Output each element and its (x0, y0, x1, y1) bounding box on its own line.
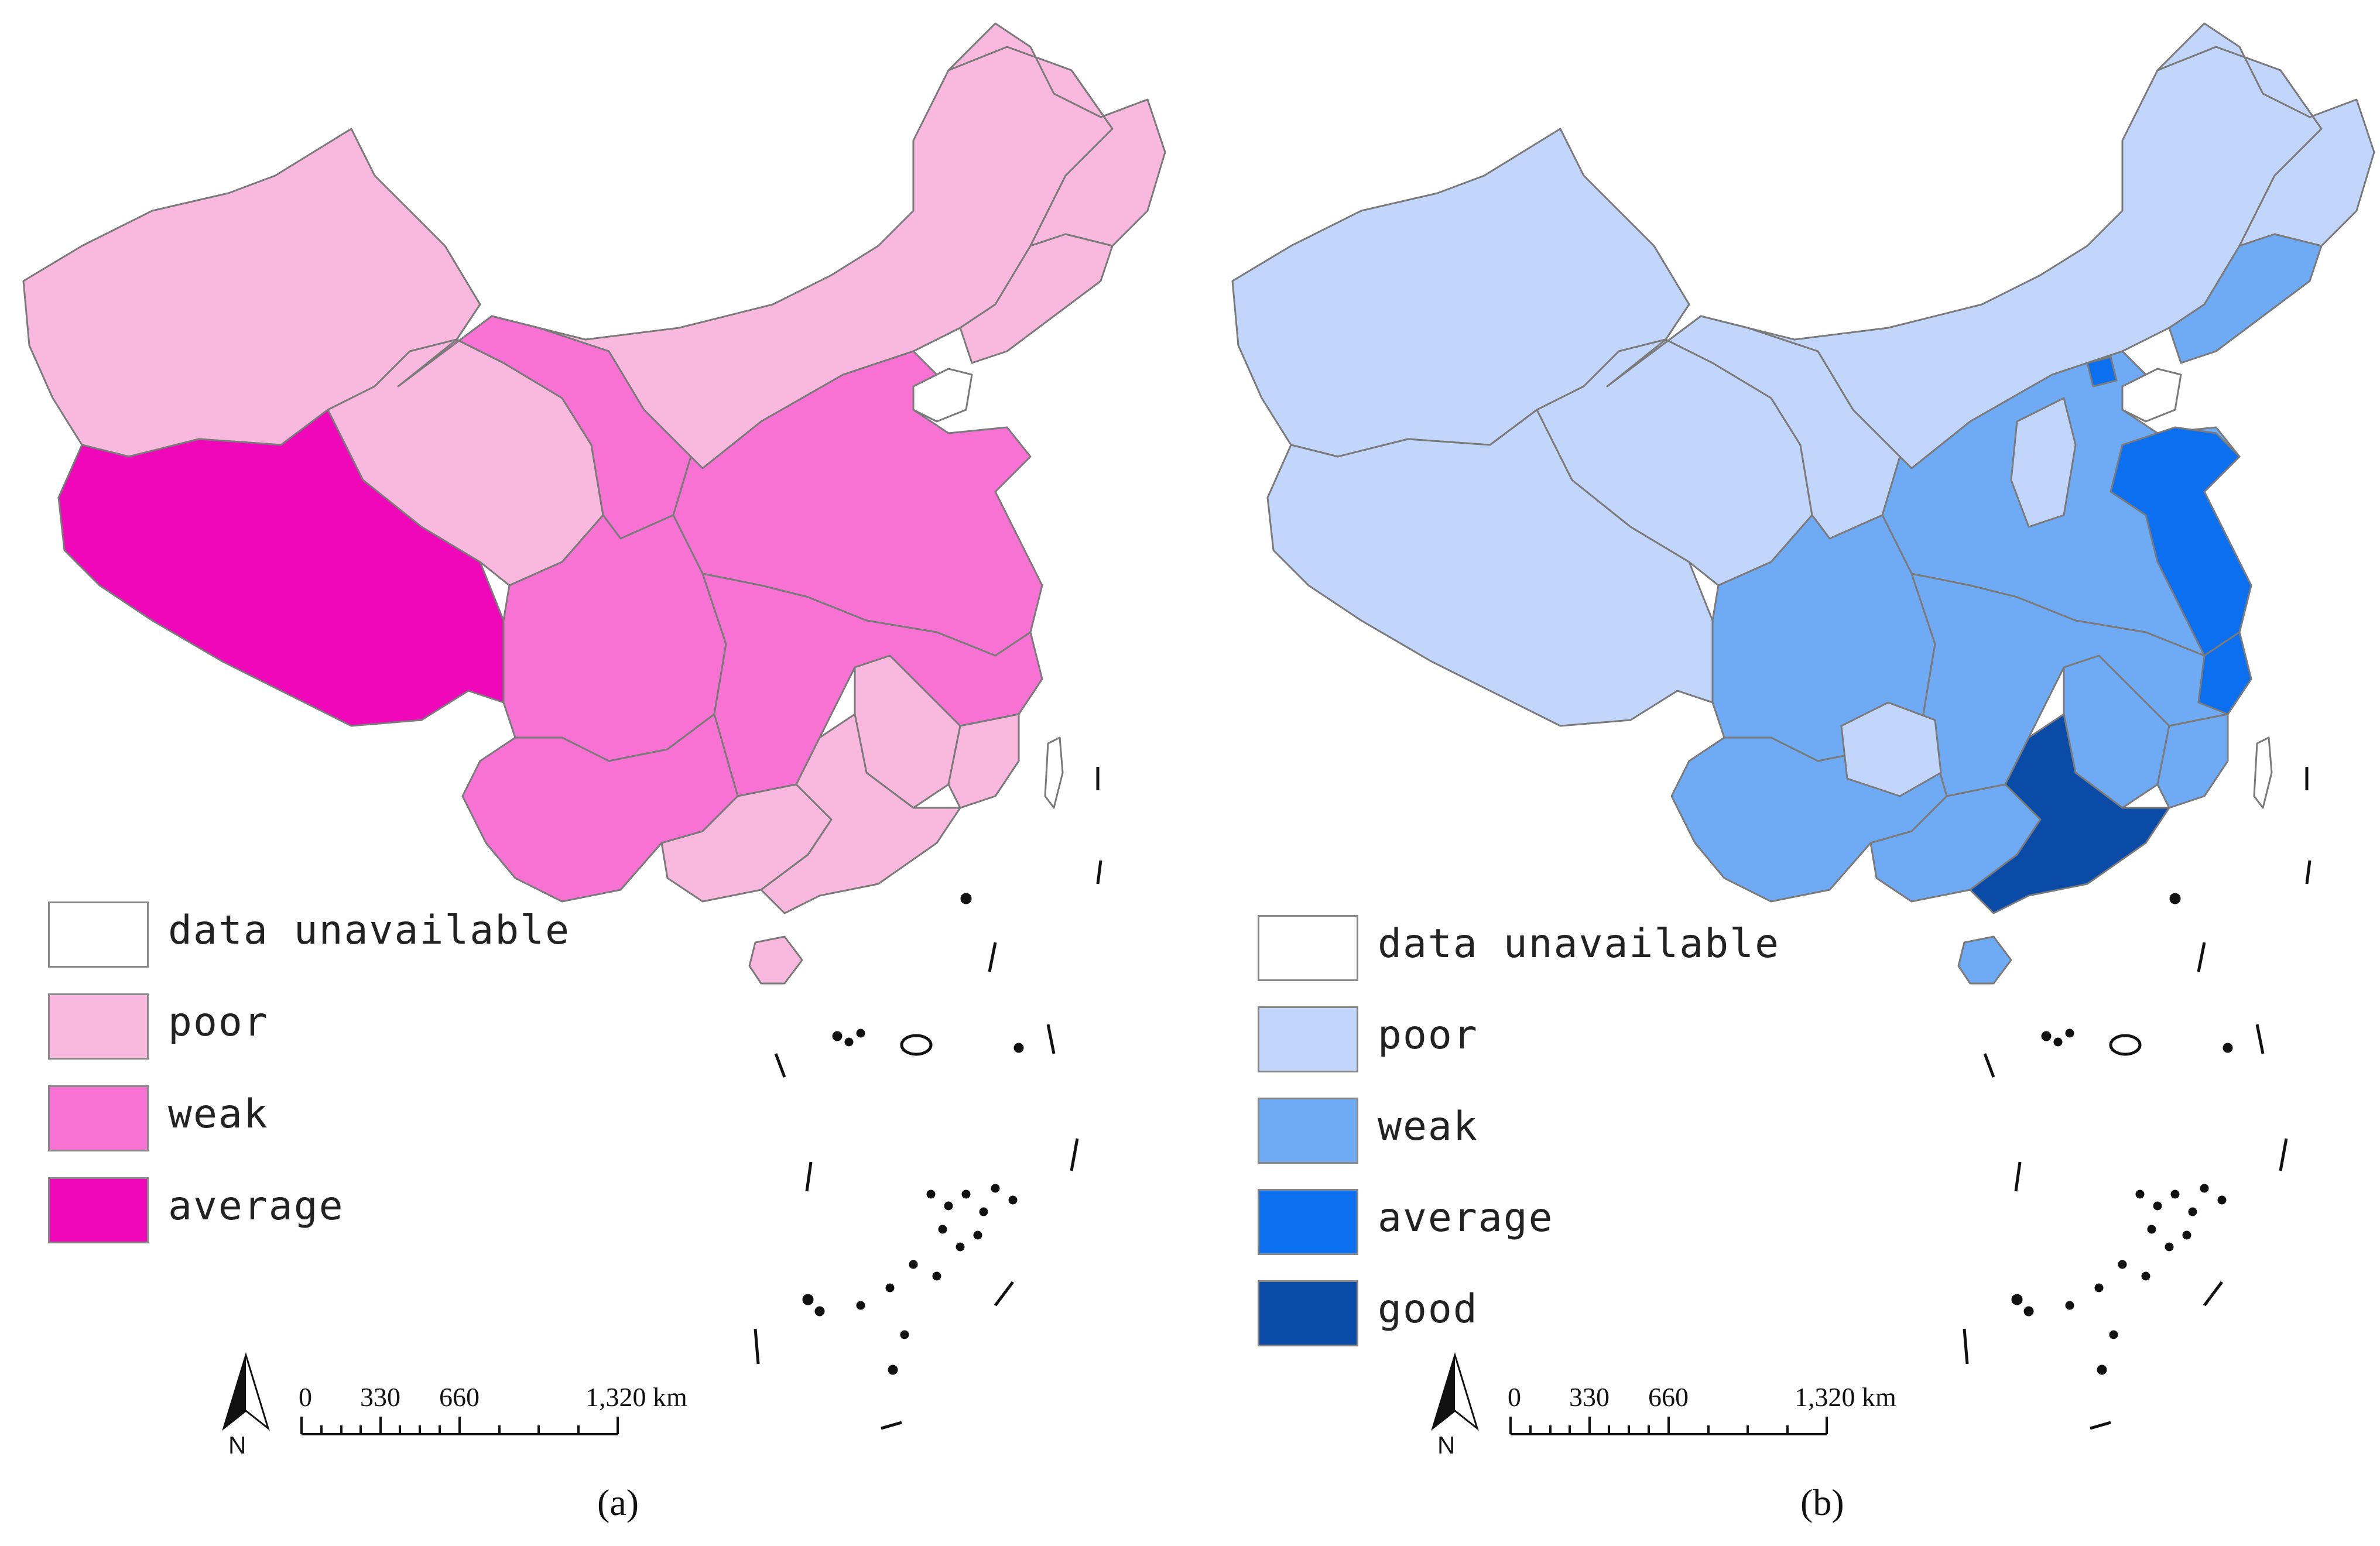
north-label: N (1437, 1431, 1456, 1459)
south-china-sea-inset-b (1963, 767, 2311, 1430)
bohai-sea (2121, 368, 2182, 423)
region-taiwan (2253, 736, 2273, 809)
region-zhejiang (2197, 631, 2252, 715)
region-hainan (1957, 935, 2012, 985)
region-tibet (57, 409, 505, 727)
north-label: N (228, 1431, 246, 1459)
legend-label: average (1378, 1195, 1554, 1241)
legend-swatch (48, 993, 149, 1060)
scale-bar-b: N 0 330 660 1,320 km (1420, 1352, 1947, 1469)
legend-label: good (1378, 1286, 1478, 1332)
legend-item: data unavailable (48, 901, 633, 972)
legend-item: good (1258, 1280, 1843, 1350)
china-map-a (22, 22, 1166, 1430)
legend-label: poor (1378, 1012, 1478, 1058)
scale-tick-label: 0 (1508, 1382, 1521, 1412)
scale-tick-label: 0 (299, 1382, 312, 1412)
region-shandong-jiangsu (2110, 426, 2252, 657)
scale-tick-label: 330 (1569, 1382, 1610, 1412)
legend-label: data unavailable (1378, 921, 1780, 967)
legend-swatch (1258, 1098, 1358, 1164)
region-guizhou (1840, 701, 1942, 797)
region-hainan (748, 935, 803, 985)
legend-label: average (168, 1183, 344, 1229)
region-taiwan (1044, 736, 1064, 809)
legend-item: average (1258, 1189, 1843, 1259)
region-tibet (1266, 409, 1714, 727)
north-arrow-icon (222, 1352, 270, 1431)
legend-label: weak (168, 1091, 269, 1137)
region-jilin-liaoning (959, 233, 1114, 364)
region-heilongjiang (2156, 22, 2375, 247)
legend-swatch (48, 1085, 149, 1151)
scale-ruler (1509, 1417, 1828, 1435)
map-panel-a: data unavailable poor weak average N (22, 22, 1166, 1523)
legend-label: weak (1378, 1103, 1478, 1150)
bohai-sea (912, 368, 973, 423)
scale-tick-label: 1,320 km (585, 1382, 687, 1412)
scale-tick-label: 660 (1648, 1382, 1689, 1412)
north-arrow-icon (1431, 1352, 1479, 1431)
china-map-b (1231, 22, 2375, 1430)
legend-item: average (48, 1177, 633, 1247)
region-shanxi (2010, 397, 2077, 528)
panel-caption-b: (b) (1800, 1482, 1844, 1523)
region-beijing (2086, 356, 2118, 388)
legend-item: poor (48, 993, 633, 1064)
scale-tick-label: 1,320 km (1795, 1382, 1896, 1412)
panel-caption-a: (a) (597, 1482, 639, 1523)
region-jilin-liaoning (2168, 233, 2323, 364)
legend-label: data unavailable (168, 907, 571, 954)
south-china-sea-inset-a (754, 767, 1102, 1430)
legend-swatch (48, 1177, 149, 1243)
region-guangdong (1969, 713, 2170, 914)
region-fujian (947, 713, 1020, 809)
region-guangdong (760, 713, 961, 914)
legend-swatch (1258, 1189, 1358, 1255)
legend-swatch (1258, 1006, 1358, 1072)
legend-label: poor (168, 999, 269, 1045)
scale-tick-label: 330 (360, 1382, 400, 1412)
legend-item: weak (48, 1085, 633, 1156)
scale-tick-label: 660 (439, 1382, 480, 1412)
region-fujian (2156, 713, 2229, 809)
legend-swatch (1258, 1280, 1358, 1346)
legend-item: poor (1258, 1006, 1843, 1077)
legend-swatch (1258, 915, 1358, 981)
legend-item: weak (1258, 1098, 1843, 1168)
region-heilongjiang (947, 22, 1166, 247)
legend-swatch (48, 901, 149, 968)
scale-bar-a: N 0 330 660 1,320 km (211, 1352, 738, 1469)
scale-ruler (300, 1417, 619, 1435)
legend-item: data unavailable (1258, 915, 1843, 985)
map-panel-b: data unavailable poor weak average good … (1209, 0, 2380, 1546)
